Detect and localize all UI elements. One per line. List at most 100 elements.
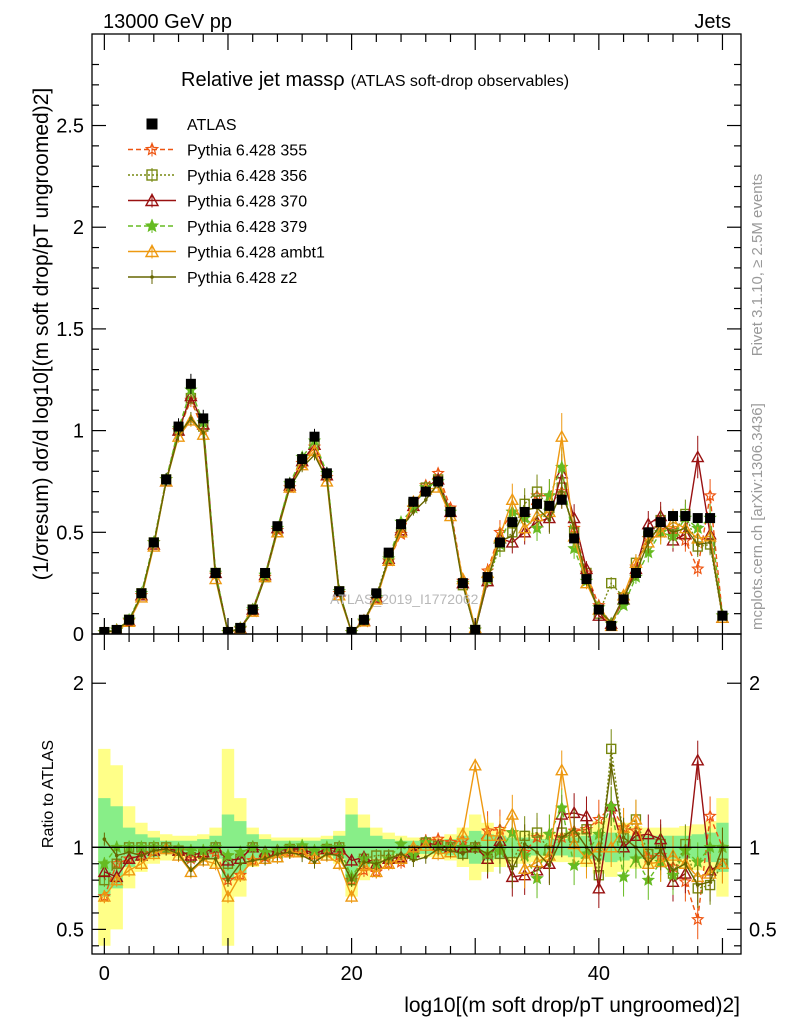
ratio-line [103,805,724,920]
ratio-y-tick-label-right: 1 [749,837,760,859]
data-point [532,498,543,509]
data-point [691,450,705,463]
ratio-point [411,858,416,863]
data-point [680,511,691,522]
legend-marker [144,244,160,258]
legend-label: Pythia 6.428 ambt1 [187,245,325,262]
data-point [683,526,688,531]
data-point [270,525,285,538]
ratio-point [572,827,576,832]
data-point [643,527,654,538]
data-point [358,614,369,625]
ratio-point [616,869,631,883]
ratio-point [233,868,248,881]
legend-entry: Pythia 6.428 355 [128,141,307,160]
ratio-y-tick-label-right: 2 [749,673,760,695]
ratio-point [97,856,112,870]
legend-entry: Pythia 6.428 370 [128,193,307,211]
ratio-point [461,852,465,856]
ratio-point [468,758,482,771]
legend-label: Pythia 6.428 356 [187,168,307,185]
main-plot-marks [97,373,730,634]
data-point [717,610,728,621]
ratio-point [386,857,391,861]
legend-entry: Pythia 6.428 379 [128,218,307,236]
data-point [334,586,345,597]
ratio-series-group [92,729,741,946]
legend: ATLAS Pythia 6.428 355 Pythia 6.428 356 Pyt… [128,117,325,287]
ratio-point [419,838,433,851]
ratio-point [127,850,131,855]
data-point [297,454,308,465]
plot-title-main: Relative jet massρ [181,69,345,91]
ratio-point [456,827,470,840]
x-axis-label: log10[(m soft drop/pT ungroomed)2] [404,994,740,1017]
data-point [247,604,258,615]
ratio-point [567,858,581,872]
y-tick-label: 1 [73,421,84,443]
ratio-point [184,843,198,857]
ratio-point [703,809,717,822]
ratio-point [287,850,292,855]
legend-marker [144,141,160,156]
legend-entry: Pythia 6.428 z2 [128,270,297,287]
data-point [655,517,666,528]
data-point [547,518,552,522]
data-point [517,521,532,534]
data-point [423,497,428,502]
data-point [519,506,530,517]
ratio-point [431,846,445,860]
data-point [708,540,712,545]
data-point [394,525,408,538]
data-point [185,378,196,389]
ratio-point [691,912,705,926]
data-point [208,572,223,585]
ratio-point [547,863,552,868]
ratio-point [139,853,144,858]
data-point [618,594,629,605]
main-series-group [97,373,730,634]
y-tick-label: 0.5 [56,522,84,544]
mcplots-label-group: mcplots.cern.ch [arXiv:1306.3436] [749,403,766,630]
side-labels: Rivet 3.1.10, ≥ 2.5M events mcplots.cern… [749,174,766,630]
data-point [171,429,186,442]
rivet-label: Rivet 3.1.10, ≥ 2.5M events [749,174,766,357]
ratio-y-tick-label-right: 0.5 [749,919,777,941]
data-point [606,577,617,589]
data-point [411,510,416,514]
data-point [321,468,332,479]
ratio-y-tick-label: 1 [73,837,84,859]
data-point [124,614,135,625]
ratio-point [344,889,359,902]
ratio-point [374,861,379,866]
series-atlas [99,373,728,634]
data-point [671,530,675,535]
data-point [593,604,604,615]
ratio-point [597,858,601,863]
ratio-point [555,800,569,814]
ratio-point [658,848,663,853]
y-tick-label: 2.5 [56,116,84,138]
data-point [544,500,555,511]
ratio-point [399,852,403,856]
ratio-point [233,845,248,858]
ratio-point [325,852,329,856]
data-point [383,547,394,558]
legend-marker [150,275,154,279]
data-point [559,489,564,494]
ratio-point [357,858,371,871]
data-point [572,526,576,531]
legend-marker [144,218,160,233]
ratio-point [592,881,606,894]
data-point [161,474,172,485]
ratio-point [213,857,218,861]
legend-marker [146,118,158,130]
main-ylabel: (1/σresum) dσ/d log10[(m soft drop/pT un… [30,88,53,580]
ratio-point [238,861,243,866]
ratio-point [505,807,519,820]
x-tick-label: 0 [99,963,110,985]
main-plot: 0 0.5 1 1.5 2 2.5 13000 GeV pp Jets Relative … [30,11,742,646]
data-point [433,476,444,487]
ratio-point [134,856,149,869]
